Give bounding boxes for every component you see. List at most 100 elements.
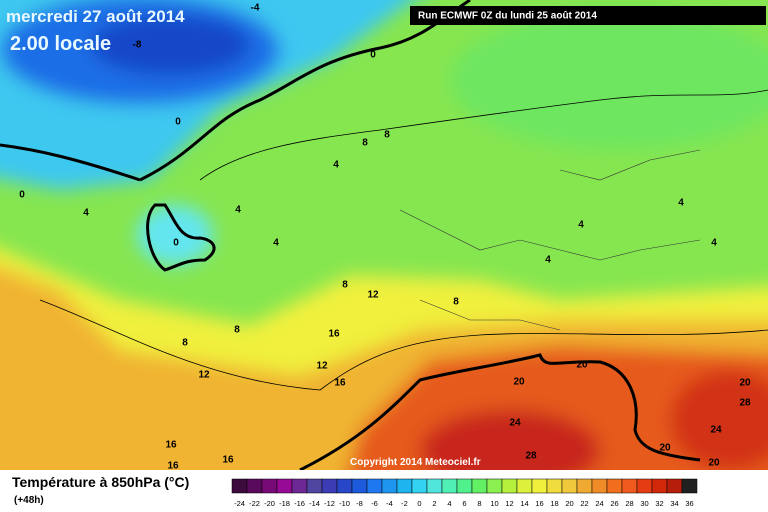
contour-label: -4 [251,3,260,14]
contour-label: 16 [165,440,177,451]
scale-label: -6 [371,499,378,508]
contour-label: 0 [370,50,376,61]
scale-label: 20 [565,499,573,508]
contour-label: 0 [19,190,25,201]
contour-label: 8 [453,297,459,308]
color-swatch [381,478,398,494]
contour-label: 20 [708,458,720,469]
color-swatch [651,478,668,494]
color-swatch [546,478,563,494]
zero-isotherm-west [0,143,141,182]
scale-label: 36 [685,499,693,508]
zero-isotherm-pool [146,203,216,272]
color-swatch [456,478,473,494]
contour-label: 4 [545,255,551,266]
contour-labels: -4 -8 0 0 0 4 0 4 4 4 8 8 8 12 8 8 8 16 12 12 16 4 4 4 4 20 20 20 28… [19,3,751,472]
scale-label: 14 [520,499,528,508]
scale-label: -22 [249,499,260,508]
contour-label: 4 [711,238,717,249]
contour-label: 28 [739,398,751,409]
color-swatch [411,478,428,494]
color-swatch [306,478,323,494]
scale-label: 32 [655,499,663,508]
map-date: mercredi 27 août 2014 [6,7,185,26]
color-swatch [261,478,278,494]
contour-label: 12 [316,361,328,372]
isotherm [199,89,768,181]
contour-label: 0 [173,238,179,249]
contour-label: 16 [222,455,234,466]
contour-label: 16 [167,461,179,472]
cool-zone [450,10,768,150]
color-swatch [636,478,653,494]
contour-label: 8 [234,325,240,336]
scale-label: -8 [356,499,363,508]
contour-label: 8 [182,338,188,349]
legend-title: Température à 850hPa (°C) [12,474,189,490]
scale-label: 0 [417,499,421,508]
scale-label: 24 [595,499,603,508]
color-swatch [561,478,578,494]
scale-label: 28 [625,499,633,508]
contours [0,0,768,470]
color-swatch [351,478,368,494]
contour-label: 28 [525,451,537,462]
scale-label: 4 [447,499,451,508]
contour-label: 8 [384,130,390,141]
color-swatch [396,478,413,494]
cold-core-deep [90,15,250,75]
color-swatch [666,478,683,494]
scale-label: -20 [264,499,275,508]
color-swatch [366,478,383,494]
scale-label: 30 [640,499,648,508]
scale-label: -10 [339,499,350,508]
contour-label: 4 [578,220,584,231]
color-swatch [501,478,518,494]
isotherm [39,299,768,391]
hot-core [420,410,600,470]
zero-isotherm [139,0,471,182]
contour-label: 4 [333,160,339,171]
scale-label: 12 [505,499,513,508]
contour-label: 4 [273,238,279,249]
color-swatch [486,478,503,494]
color-swatch [516,478,533,494]
run-info: Run ECMWF 0Z du lundi 25 août 2014 [418,11,597,22]
run-banner [410,6,766,25]
scale-label: 6 [462,499,466,508]
twenty-isotherm [299,353,701,470]
border-lines [399,149,701,331]
scale-label: -14 [309,499,320,508]
contour-label: 20 [513,377,525,388]
color-swatch [426,478,443,494]
color-swatch [231,478,248,494]
legend-subtitle: (+48h) [14,495,44,506]
contour-label: 4 [235,205,241,216]
color-swatch [321,478,338,494]
cold-pool [137,205,213,265]
contour-label: 24 [710,425,722,436]
color-swatch [246,478,263,494]
contour-label: 12 [198,370,210,381]
scale-label: 2 [432,499,436,508]
scale-label: 26 [610,499,618,508]
color-swatch [681,478,698,494]
copyright: Copyright 2014 Meteociel.fr [350,457,481,468]
scale-label: 34 [670,499,678,508]
contour-label: 4 [678,198,684,209]
color-swatch [576,478,593,494]
scale-label: 8 [477,499,481,508]
contour-label: 24 [509,418,521,429]
contour-label: -8 [133,40,142,51]
color-swatch [591,478,608,494]
map-time: 2.00 locale [10,33,111,55]
contour-label: 20 [576,360,588,371]
contour-label: 0 [175,117,181,128]
color-swatch [606,478,623,494]
color-swatch [276,478,293,494]
map-field: -4 -8 0 0 0 4 0 4 4 4 8 8 8 12 8 8 8 16 12 12 16 4 4 4 4 20 20 20 28… [0,0,768,472]
scale-label: -12 [324,499,335,508]
contour-label: 8 [362,138,368,149]
contour-label: 20 [739,378,751,389]
